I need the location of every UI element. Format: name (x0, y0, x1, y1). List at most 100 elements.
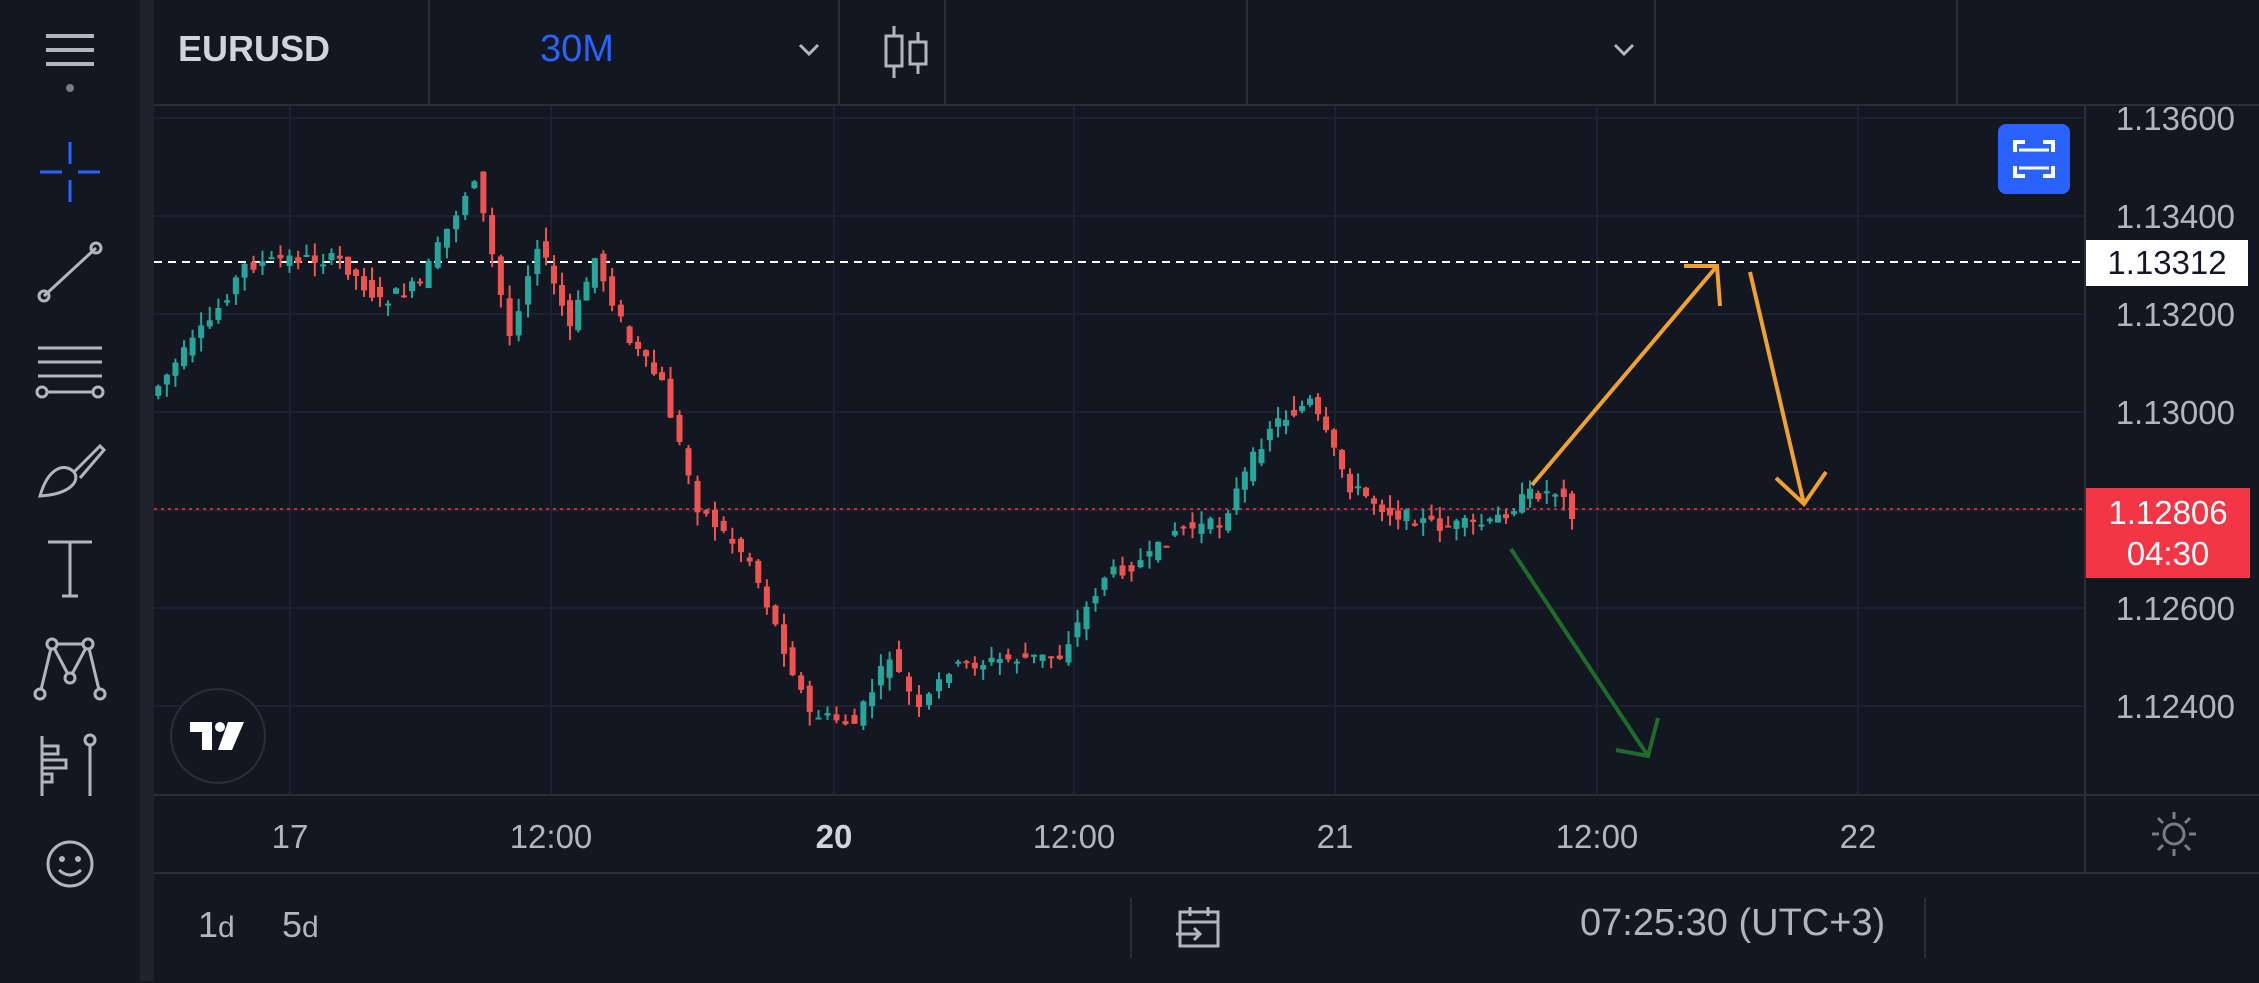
candle-body (1307, 398, 1313, 405)
candle-body (703, 510, 710, 514)
candle-body (497, 256, 504, 295)
candle-body (936, 679, 942, 692)
candle-body (401, 295, 407, 298)
candle-body (667, 378, 674, 418)
candle-body (833, 714, 840, 721)
candle-body (241, 263, 248, 278)
tradingview-logo[interactable] (170, 688, 266, 784)
orange-up-arrow[interactable] (1530, 264, 1722, 487)
candle-body (489, 215, 496, 255)
candle-body (860, 701, 867, 726)
candle-body (806, 685, 813, 712)
text-tool[interactable] (20, 528, 120, 608)
candle-body (1031, 654, 1037, 657)
calendar-goto-icon[interactable] (1174, 904, 1224, 954)
interval-button[interactable]: 30M (540, 28, 614, 70)
candle-body (1092, 596, 1099, 604)
candle-body (1039, 654, 1046, 661)
candle-body (643, 350, 649, 357)
candle-body (425, 260, 432, 289)
candle-body (1065, 644, 1072, 663)
price-tick: 1.13000 (2115, 394, 2235, 431)
candle-body (1461, 518, 1468, 528)
candle-body (1250, 451, 1257, 482)
candle-body (851, 715, 858, 724)
candle-body (877, 666, 884, 686)
candle-body (353, 269, 359, 276)
header-divider (944, 0, 946, 104)
chevron-down-icon[interactable] (794, 34, 824, 64)
candle-body (685, 448, 692, 476)
time-tick: 12:00 (1555, 818, 1639, 855)
candlestick-series (155, 171, 1575, 730)
candle-body (320, 264, 327, 267)
candle-body (1323, 416, 1329, 431)
chevron-down-icon[interactable] (1609, 34, 1639, 64)
candle-body (515, 311, 522, 336)
chart-settings-button[interactable] (2084, 794, 2259, 872)
candle-body (583, 281, 590, 301)
candle-body (1189, 522, 1196, 529)
fib-tool[interactable] (20, 330, 120, 410)
candle-body (385, 303, 391, 306)
forecast-tool[interactable] (20, 724, 120, 804)
price-chart[interactable] (154, 106, 2084, 794)
candle-body (377, 286, 383, 298)
brush-tool[interactable] (20, 428, 120, 508)
candle-body (738, 538, 744, 553)
pattern-tool[interactable] (20, 626, 120, 706)
candle-body (1331, 429, 1337, 448)
candle-body (971, 662, 978, 669)
candle-body (434, 242, 441, 268)
candle-body (1315, 397, 1321, 415)
fullscreen-button[interactable] (1998, 124, 2070, 194)
candle-body (206, 320, 213, 327)
emoji-tool[interactable] (20, 824, 120, 904)
candle-body (824, 713, 831, 716)
candle-body (772, 605, 779, 625)
symbol-button[interactable]: EURUSD (178, 28, 331, 69)
candle-body (1146, 551, 1153, 557)
candle-body (926, 693, 932, 706)
candle-body (1101, 577, 1108, 590)
candle-body (815, 717, 822, 720)
time-tick: 22 (1839, 818, 1877, 855)
candle-body (1436, 518, 1443, 531)
time-axis[interactable]: 17 12:00 20 12:00 21 12:00 22 (154, 794, 2084, 872)
menu-button[interactable] (20, 12, 120, 92)
candle-body (163, 374, 170, 385)
candles-icon[interactable] (872, 18, 940, 86)
crosshair-tool[interactable] (20, 132, 120, 212)
candle-body (1503, 514, 1509, 519)
candle-body (1198, 523, 1205, 534)
chart-grid (154, 106, 2084, 794)
orange-down-arrow[interactable] (1748, 271, 1828, 508)
range-5d-button[interactable]: 5d (282, 904, 319, 946)
drawing-toolbar (0, 0, 140, 981)
header-divider (838, 0, 840, 104)
candle-body (1395, 510, 1402, 520)
candle-body (781, 624, 787, 654)
candle-body (1569, 493, 1575, 520)
candle-body (1171, 530, 1178, 536)
candle-body (1013, 661, 1020, 664)
price-tick: 1.12600 (2115, 590, 2235, 627)
trend-line-tool[interactable] (20, 232, 120, 312)
toolbar-divider (140, 0, 154, 981)
candle-body (259, 261, 266, 266)
candle-body (551, 265, 557, 284)
price-axis[interactable]: 1.13600 1.13400 1.13200 1.13000 1.12600 … (2084, 100, 2259, 794)
candle-body (480, 171, 487, 214)
green-down-arrow[interactable] (1509, 547, 1660, 759)
candle-body (1363, 487, 1369, 497)
clock-timezone-button[interactable]: 07:25:30 (UTC+3) (1580, 902, 1886, 944)
candle-body (567, 300, 573, 327)
bottom-divider (1130, 898, 1132, 958)
range-1d-button[interactable]: 1d (198, 904, 235, 946)
candle-body (534, 248, 541, 274)
candle-body (600, 253, 607, 282)
candle-body (1411, 523, 1418, 526)
range-unit: d (302, 911, 319, 944)
trend-line-icon (37, 241, 103, 303)
candle-body (1074, 622, 1081, 638)
